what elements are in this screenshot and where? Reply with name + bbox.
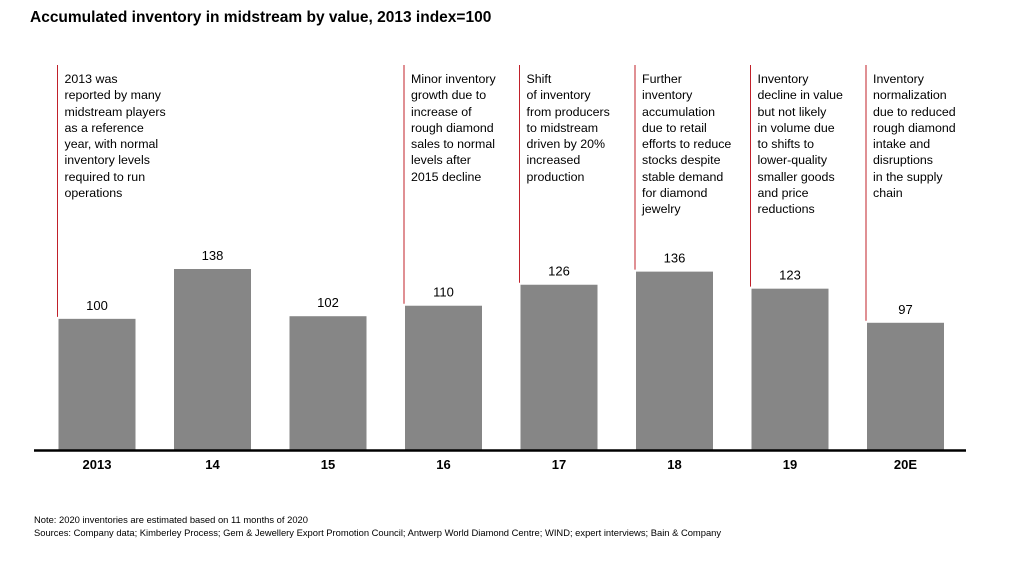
footnote-note: Note: 2020 inventories are estimated bas…	[34, 514, 308, 525]
chart-title: Accumulated inventory in midstream by va…	[30, 9, 492, 26]
bar	[636, 271, 713, 450]
data-label: 138	[202, 248, 224, 263]
bar	[520, 284, 598, 450]
x-tick-label: 18	[667, 457, 681, 472]
data-label: 97	[898, 302, 912, 317]
x-tick-label: 15	[321, 457, 335, 472]
x-tick-label: 17	[552, 457, 566, 472]
annotation-text: Further inventory accumulation due to re…	[642, 72, 732, 217]
data-label: 126	[548, 264, 570, 279]
bar	[174, 269, 251, 450]
x-tick-label: 16	[436, 457, 450, 472]
bar	[405, 305, 482, 450]
data-label: 102	[317, 295, 339, 310]
annotation-text: Minor inventory growth due to increase o…	[411, 72, 496, 184]
annotation-text: Inventory normalization due to reduced r…	[873, 72, 956, 201]
bar	[58, 318, 136, 450]
annotation-text: Shift of inventory from producers to mid…	[526, 72, 610, 184]
annotation-text: Inventory decline in value but not likel…	[757, 72, 843, 217]
annotation-text: 2013 was reported by many midstream play…	[64, 72, 166, 201]
x-tick-label: 14	[205, 457, 220, 472]
bar	[751, 288, 829, 450]
data-label: 136	[664, 251, 686, 266]
data-label: 123	[779, 268, 801, 283]
x-tick-label: 19	[783, 457, 797, 472]
bar	[867, 322, 944, 450]
bar	[289, 316, 367, 450]
x-tick-label: 20E	[894, 457, 917, 472]
footnote-sources: Sources: Company data; Kimberley Process…	[34, 527, 722, 538]
data-label: 110	[433, 285, 454, 300]
x-tick-label: 2013	[83, 457, 112, 472]
data-label: 100	[86, 298, 108, 313]
